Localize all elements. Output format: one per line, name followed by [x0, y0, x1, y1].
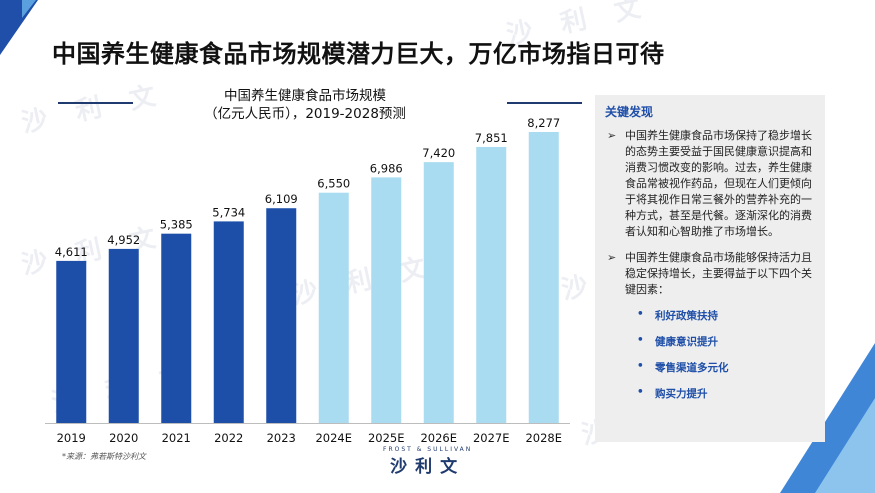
panel-heading: 关键发现 [605, 105, 654, 119]
frost-sullivan-logo: FROST & SULLIVAN 沙利文 [383, 446, 472, 477]
corner-decoration-bottom-right-accent [815, 398, 875, 493]
corner-decoration-top-left-accent [22, 0, 36, 18]
x-tick-label: 2023 [267, 431, 296, 445]
chart-title: 中国养生健康食品市场规模 [224, 88, 386, 104]
data-label: 4,611 [55, 245, 88, 259]
factor-label: 利好政策扶持 [655, 310, 718, 322]
data-label: 6,550 [317, 177, 350, 191]
factor-item: • 利好政策扶持 [605, 308, 815, 323]
finding-text: 中国养生健康食品市场保持了稳步增长的态势主要受益于国民健康意识提高和消费习惯改变… [625, 129, 812, 238]
dot-bullet-icon: • [637, 334, 644, 346]
data-label: 8,277 [527, 116, 560, 130]
chart-title-block: 中国养生健康食品市场规模 （亿元人民币），2019-2028预测 [150, 87, 460, 123]
bar-2023 [266, 208, 297, 423]
data-label: 7,420 [422, 146, 455, 160]
chart-title-rule-right [507, 102, 582, 104]
finding-text: 中国养生健康食品市场能够保持活力且稳定保持增长，主要得益于以下四个关键因素： [625, 251, 812, 296]
finding-bullet: ➢ 中国养生健康食品市场保持了稳步增长的态势主要受益于国民健康意识提高和消费习惯… [605, 128, 815, 240]
bar-2019 [56, 260, 87, 423]
bar-2028E [528, 132, 559, 423]
chart-subtitle: （亿元人民币），2019-2028预测 [204, 106, 406, 122]
bar-chart: 4,611 2019 4,952 2020 5,385 2021 5,734 2022 6,10… [45, 116, 570, 445]
x-tick-label: 2019 [57, 431, 86, 445]
page-title: 中国养生健康食品市场规模潜力巨大，万亿市场指日可待 [52, 40, 665, 68]
arrow-bullet-icon: ➢ [607, 251, 617, 264]
key-findings-panel: 关键发现 ➢ 中国养生健康食品市场保持了稳步增长的态势主要受益于国民健康意识提高… [595, 95, 825, 442]
logo-english: FROST & SULLIVAN [383, 446, 473, 453]
data-label: 5,734 [212, 205, 245, 219]
finding-bullet: ➢ 中国养生健康食品市场能够保持活力且稳定保持增长，主要得益于以下四个关键因素： [605, 250, 815, 298]
arrow-bullet-icon: ➢ [607, 129, 617, 142]
x-tick-label: 2022 [214, 431, 243, 445]
factor-label: 购买力提升 [655, 388, 708, 400]
factor-label: 零售渠道多元化 [655, 362, 729, 374]
dot-bullet-icon: • [637, 386, 644, 398]
x-tick-label: 2020 [109, 431, 138, 445]
x-tick-label: 2028E [525, 431, 562, 445]
bar-2022 [213, 221, 244, 423]
data-label: 6,109 [265, 192, 298, 206]
bar-2024E [318, 192, 349, 423]
data-label: 5,385 [160, 218, 193, 232]
x-tick-label: 2025E [368, 431, 405, 445]
data-label: 4,952 [107, 233, 140, 247]
factor-item: • 购买力提升 [605, 386, 815, 401]
bar-2026E [423, 162, 454, 423]
bar-2021 [161, 233, 192, 423]
factor-item: • 健康意识提升 [605, 334, 815, 349]
data-label: 6,986 [370, 161, 403, 175]
bar-2027E [476, 146, 507, 423]
factor-item: • 零售渠道多元化 [605, 360, 815, 375]
x-tick-label: 2021 [162, 431, 191, 445]
x-tick-label: 2026E [420, 431, 457, 445]
bar-2020 [108, 248, 139, 423]
factor-label: 健康意识提升 [655, 336, 718, 348]
logo-chinese: 沙利文 [390, 457, 466, 477]
x-tick-label: 2024E [315, 431, 352, 445]
dot-bullet-icon: • [637, 360, 644, 372]
source-note: *来源：弗若斯特沙利文 [62, 452, 146, 461]
x-tick-label: 2027E [473, 431, 510, 445]
dot-bullet-icon: • [637, 308, 644, 320]
chart-title-rule-left [58, 102, 133, 104]
bar-2025E [371, 177, 402, 423]
data-label: 7,851 [475, 131, 508, 145]
